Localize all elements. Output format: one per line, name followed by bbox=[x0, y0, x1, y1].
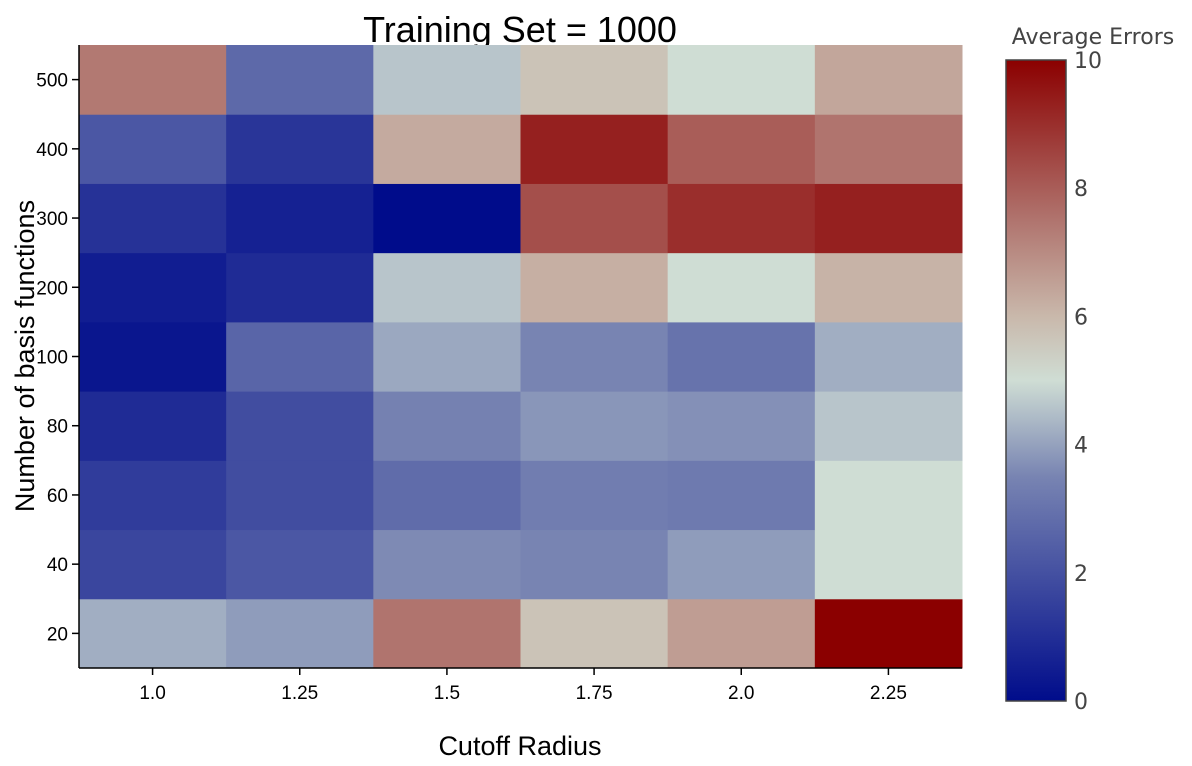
y-tick-label: 80 bbox=[47, 417, 68, 438]
heatmap-cell bbox=[667, 183, 816, 254]
colorbar-tick-label: 2 bbox=[1074, 562, 1088, 587]
x-tick-label: 1.25 bbox=[281, 683, 318, 704]
heatmap-cell bbox=[814, 321, 963, 392]
colorbar bbox=[1005, 59, 1067, 702]
chart-title: Training Set = 1000 bbox=[363, 9, 677, 50]
heatmap-cell bbox=[373, 529, 521, 600]
heatmap-cell bbox=[667, 460, 816, 531]
y-tick-label: 300 bbox=[36, 209, 68, 230]
heatmap-cell bbox=[814, 598, 963, 669]
heatmap-cell bbox=[667, 252, 816, 323]
x-tick-label: 2.25 bbox=[870, 683, 907, 704]
heatmap-cell bbox=[373, 45, 521, 115]
heatmap-cell bbox=[520, 391, 669, 461]
heatmap-cell bbox=[814, 114, 963, 184]
y-tick-label: 400 bbox=[36, 140, 68, 161]
heatmap-cell bbox=[520, 45, 669, 115]
heatmap-cell bbox=[814, 529, 963, 600]
heatmap-cell bbox=[667, 529, 816, 600]
colorbar-tick-label: 4 bbox=[1074, 434, 1088, 459]
heatmap-cell bbox=[226, 598, 374, 669]
x-tick-label: 2.0 bbox=[728, 683, 754, 704]
y-tick-label: 60 bbox=[47, 486, 68, 507]
heatmap-cell bbox=[79, 529, 227, 600]
heatmap-cell bbox=[79, 252, 227, 323]
heatmap-cell bbox=[226, 391, 374, 461]
y-tick-label: 100 bbox=[36, 348, 68, 369]
heatmap-cell bbox=[226, 252, 374, 323]
heatmap-cell bbox=[814, 252, 963, 323]
x-tick-label: 1.5 bbox=[434, 683, 460, 704]
colorbar-tick-label: 0 bbox=[1074, 690, 1088, 715]
heatmap-cell bbox=[79, 391, 227, 461]
heatmap-cell bbox=[667, 114, 816, 184]
heatmap-cell bbox=[226, 114, 374, 184]
heatmap-cell bbox=[373, 252, 521, 323]
heatmap-cell bbox=[79, 598, 227, 669]
heatmap-cell bbox=[520, 321, 669, 392]
heatmap-cell bbox=[373, 183, 521, 254]
y-tick-label: 200 bbox=[36, 278, 68, 299]
heatmap-cell bbox=[667, 391, 816, 461]
heatmap-cell bbox=[226, 183, 374, 254]
heatmap-cell bbox=[814, 460, 963, 531]
heatmap-cell bbox=[814, 45, 963, 115]
x-tick-label: 1.75 bbox=[576, 683, 613, 704]
heatmap-cell bbox=[667, 321, 816, 392]
y-tick-labels: 20 40 60 80 100 200 300 400 500 bbox=[36, 71, 79, 645]
x-axis-label: Cutoff Radius bbox=[438, 731, 601, 761]
heatmap-cell bbox=[667, 598, 816, 669]
heatmap-cell bbox=[79, 45, 227, 115]
y-axis-label: Number of basis functions bbox=[10, 200, 40, 512]
heatmap-cell bbox=[79, 183, 227, 254]
colorbar-tick-label: 10 bbox=[1074, 49, 1102, 74]
heatmap-cell bbox=[520, 252, 669, 323]
heatmap-cell bbox=[373, 321, 521, 392]
heatmap-cells bbox=[79, 45, 963, 669]
colorbar-ticks: 0 2 4 6 8 10 bbox=[1074, 49, 1102, 715]
heatmap-cell bbox=[814, 391, 963, 461]
heatmap-cell bbox=[226, 321, 374, 392]
x-tick-label: 1.0 bbox=[139, 683, 165, 704]
heatmap-cell bbox=[226, 460, 374, 531]
heatmap-cell bbox=[373, 598, 521, 669]
heatmap-cell bbox=[373, 391, 521, 461]
heatmap-cell bbox=[226, 529, 374, 600]
colorbar-tick-label: 8 bbox=[1074, 177, 1088, 202]
heatmap-cell bbox=[520, 114, 669, 184]
heatmap-cell bbox=[373, 460, 521, 531]
heatmap-cell bbox=[520, 460, 669, 531]
heatmap-cell bbox=[520, 529, 669, 600]
heatmap-cell bbox=[667, 45, 816, 115]
y-tick-label: 40 bbox=[47, 555, 68, 576]
heatmap-cell bbox=[520, 183, 669, 254]
x-tick-labels: 1.0 1.25 1.5 1.75 2.0 2.25 bbox=[139, 668, 907, 704]
heatmap-cell bbox=[79, 114, 227, 184]
heatmap-cell bbox=[226, 45, 374, 115]
y-tick-label: 500 bbox=[36, 71, 68, 92]
heatmap-cell bbox=[520, 598, 669, 669]
heatmap-cell bbox=[79, 321, 227, 392]
heatmap-cell bbox=[373, 114, 521, 184]
y-tick-label: 20 bbox=[47, 624, 68, 645]
heatmap-cell bbox=[814, 183, 963, 254]
colorbar-title: Average Errors bbox=[1012, 25, 1174, 50]
colorbar-tick-label: 6 bbox=[1074, 305, 1088, 330]
heatmap-cell bbox=[79, 460, 227, 531]
